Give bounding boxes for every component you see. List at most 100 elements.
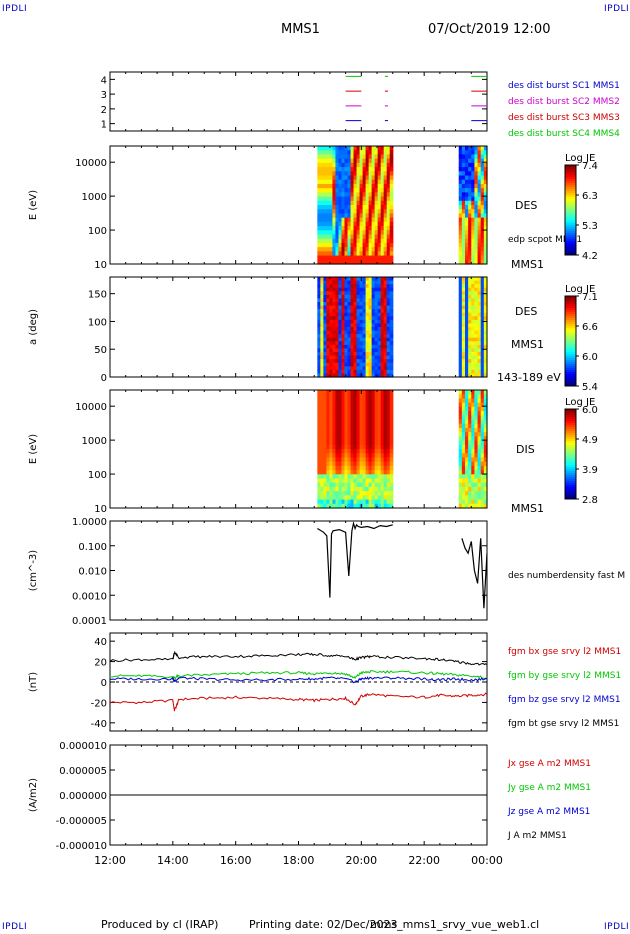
spectrogram-3-cell	[326, 406, 331, 412]
spectrogram-3-cell	[323, 457, 327, 463]
spectrogram-2-cell	[338, 344, 343, 350]
spectrogram-3-cell	[365, 465, 370, 471]
spectrogram-2-cell	[477, 287, 482, 292]
spectrogram-1-cell	[474, 213, 479, 219]
spectrogram-1-cell	[338, 158, 343, 164]
spectrogram-2-cell	[458, 327, 463, 332]
colorbar-1-step	[565, 181, 576, 184]
spectrogram-3-cell	[335, 495, 340, 501]
spectrogram-1-cell	[374, 183, 379, 189]
spectrogram-1-cell	[368, 175, 373, 181]
spectrogram-2-cell	[356, 284, 361, 289]
spectrogram-2-cell	[359, 316, 364, 321]
spectrogram-2-cell	[344, 312, 349, 317]
spectrogram-2-cell	[386, 302, 391, 307]
spectrogram-3-cell	[356, 449, 361, 454]
spectrogram-1-cell	[326, 247, 331, 252]
spectrogram-1-cell	[483, 154, 488, 160]
spectrogram-3-cell	[329, 457, 334, 463]
spectrogram-3-cell	[368, 474, 373, 480]
spectrogram-3-cell	[323, 453, 327, 459]
spectrogram-3-cell	[368, 470, 373, 475]
spectrogram-2-cell	[353, 316, 358, 321]
spectrogram-3-cell	[332, 440, 337, 446]
spectrogram-1-cell	[326, 196, 331, 202]
spectrogram-2-cell	[380, 291, 385, 296]
spectrogram-1-cell	[480, 179, 485, 185]
spectrogram-2-cell	[356, 316, 361, 321]
spectrogram-2-cell	[465, 323, 469, 328]
spectrogram-3-cell	[338, 432, 343, 437]
spectrogram-3-cell	[368, 432, 373, 437]
spectrogram-2-cell	[468, 277, 472, 282]
panel-2-ytick-label-0: 0	[101, 373, 107, 384]
spectrogram-2-cell	[461, 298, 466, 303]
spectrogram-2-cell	[335, 341, 340, 346]
spectrogram-1-cell	[365, 158, 370, 164]
spectrogram-2-cell	[465, 280, 469, 285]
panel-5-ytick-label-1: -20	[91, 698, 107, 709]
colorbar-3-step	[565, 449, 576, 452]
spectrogram-3-cell	[353, 461, 358, 467]
spectrogram-2-cell	[338, 305, 343, 310]
spectrogram-1-cell	[365, 150, 370, 156]
spectrogram-2-cell	[365, 362, 370, 367]
spectrogram-3-cell	[461, 482, 466, 488]
spectrogram-3-cell	[341, 406, 346, 412]
spectrogram-1-cell	[386, 196, 391, 202]
spectrogram-3-cell	[389, 394, 394, 400]
spectrogram-2-cell	[374, 323, 379, 328]
spectrogram-3-cell	[350, 470, 355, 475]
spectrogram-2-cell	[480, 277, 485, 282]
spectrogram-3-cell	[356, 411, 361, 416]
colorbar-3-step	[565, 463, 576, 466]
colorbar-2-step	[565, 374, 576, 377]
spectrogram-3-cell	[341, 415, 346, 421]
spectrogram-3-cell	[356, 478, 361, 484]
spectrogram-2-cell	[338, 323, 343, 328]
spectrogram-2-cell	[347, 305, 352, 310]
spectrogram-3-cell	[386, 427, 391, 433]
spectrogram-1-cell	[377, 205, 382, 210]
spectrogram-1-cell	[471, 213, 476, 219]
spectrogram-1-cell	[329, 234, 334, 240]
spectrogram-3-cell	[468, 449, 472, 454]
spectrogram-2-cell	[329, 366, 334, 371]
spectrogram-3-cell	[377, 503, 382, 509]
spectrogram-1-cell	[383, 183, 388, 189]
spectrogram-2-cell	[465, 373, 469, 378]
spectrogram-2-cell	[380, 337, 385, 342]
spectrogram-3-cell	[377, 478, 382, 484]
spectrogram-3-cell	[350, 427, 355, 433]
spectrogram-3-cell	[483, 465, 488, 471]
spectrogram-1-cell	[353, 154, 358, 160]
spectrogram-2-cell	[368, 280, 373, 285]
spectrogram-2-cell	[383, 305, 388, 310]
spectrogram-2-cell	[350, 330, 355, 335]
spectrogram-2-cell	[359, 362, 364, 367]
spectrogram-1-cell	[338, 200, 343, 206]
spectrogram-2-cell	[362, 373, 367, 378]
spectrogram-2-cell	[465, 348, 469, 353]
spectrogram-2-cell	[461, 369, 466, 375]
spectrogram-1-cell	[329, 158, 334, 164]
colorbar-1-step	[565, 189, 576, 192]
spectrogram-3-cell	[341, 444, 346, 450]
spectrogram-3-cell	[383, 436, 388, 442]
spectrogram-1-cell	[344, 234, 349, 240]
spectrogram-2-cell	[323, 323, 327, 328]
spectrogram-3-cell	[461, 465, 466, 471]
spectrogram-3-cell	[323, 465, 327, 471]
spectrogram-1-cell	[362, 175, 367, 181]
spectrogram-2-cell	[332, 355, 337, 360]
spectrogram-1-cell	[320, 167, 324, 172]
spectrogram-1-cell	[386, 146, 391, 151]
spectrogram-2-cell	[371, 369, 376, 375]
spectrogram-1-cell	[371, 146, 376, 151]
spectrogram-3-cell	[371, 444, 376, 450]
spectrogram-2-cell	[356, 359, 361, 364]
spectrogram-2-cell	[317, 312, 321, 317]
spectrogram-3-cell	[347, 444, 352, 450]
spectrogram-2-cell	[329, 373, 334, 378]
spectrogram-2-cell	[377, 280, 382, 285]
